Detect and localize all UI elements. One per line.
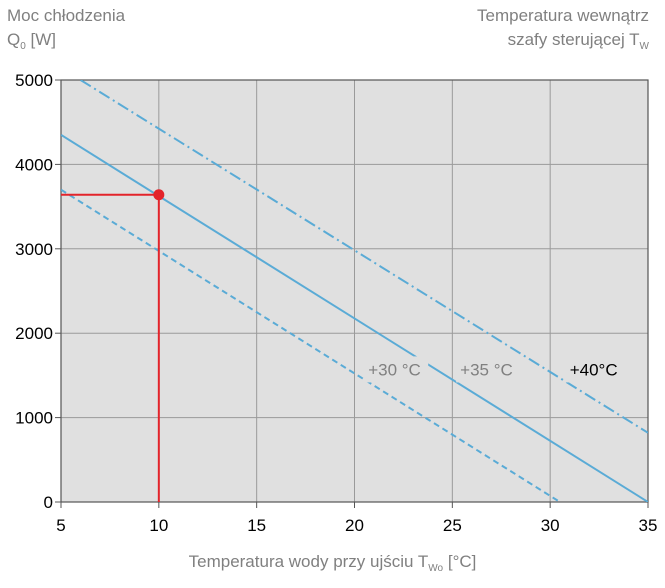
y-axis-unit: [W]: [25, 30, 57, 49]
y-tick-label: 3000: [15, 240, 53, 259]
y-tick-label: 4000: [15, 155, 53, 174]
y-tick-label: 1000: [15, 409, 53, 428]
legend-title-line2: szafy sterującej TW: [477, 28, 649, 59]
x-tick-label: 10: [149, 516, 168, 535]
x-tick-label: 20: [345, 516, 364, 535]
y-tick-label: 5000: [15, 71, 53, 90]
series-label: +40°C: [570, 360, 618, 379]
series-label: +35 °C: [460, 360, 513, 379]
y-axis-label: Moc chłodzenia Q0 [W]: [7, 4, 125, 59]
x-tick-label: 25: [443, 516, 462, 535]
y-axis-label-line2: Q0 [W]: [7, 28, 125, 59]
x-tick-label: 30: [541, 516, 560, 535]
x-tick-label: 15: [247, 516, 266, 535]
x-axis-label-text: Temperatura wody przy ujściu T: [188, 552, 429, 571]
x-tick-label: 35: [639, 516, 658, 535]
x-axis-unit: [°C]: [443, 552, 477, 571]
legend-title-text: szafy sterującej T: [507, 30, 640, 49]
y-axis-subscript: 0: [20, 41, 26, 52]
legend-title-subscript: W: [639, 41, 649, 52]
x-axis-subscript: Wo: [428, 563, 444, 574]
series-label-bg: [565, 356, 630, 383]
y-axis-label-line1: Moc chłodzenia: [7, 6, 126, 25]
series-line: [61, 188, 561, 502]
legend-title-line1: Temperatura wewnątrz: [477, 6, 649, 25]
y-tick-label: 2000: [15, 324, 53, 343]
series-label-bg: [456, 356, 521, 383]
y-axis-symbol: Q: [7, 30, 21, 49]
series-label-bg: [364, 356, 429, 383]
legend-title: Temperatura wewnątrz szafy sterującej TW: [477, 4, 649, 59]
y-tick-label: 0: [44, 493, 53, 512]
x-axis-label: Temperatura wody przy ujściu TWo [°C]: [0, 552, 665, 574]
series-line: [80, 80, 648, 434]
x-tick-label: 5: [56, 516, 65, 535]
series-label: +30 °C: [368, 360, 421, 379]
marker-point: [153, 189, 165, 201]
